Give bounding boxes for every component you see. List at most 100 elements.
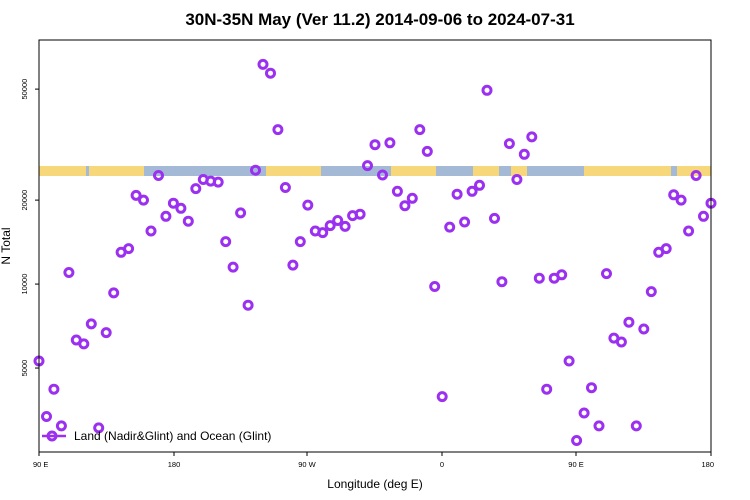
data-point (55, 420, 67, 432)
data-point (294, 236, 306, 248)
data-point (414, 124, 426, 136)
ocean-band (39, 166, 711, 176)
data-point (257, 58, 269, 70)
data-point (593, 420, 605, 432)
data-point (153, 170, 164, 181)
x-tick-label: 0 (440, 460, 444, 469)
data-point (108, 287, 120, 299)
data-point (138, 194, 149, 206)
data-point (272, 124, 284, 136)
data-point (250, 164, 261, 176)
data-point (399, 200, 411, 212)
data-point (85, 318, 97, 330)
data-point (377, 169, 388, 181)
x-tick-label: 90 W (298, 460, 316, 469)
data-point (474, 179, 485, 191)
data-point (541, 383, 553, 395)
data-point (369, 139, 381, 151)
data-point (235, 207, 247, 219)
data-point (123, 243, 135, 255)
x-axis: 90 E 180 90 W 0 90 E 180 (33, 452, 714, 469)
data-point (100, 327, 112, 339)
data-point (182, 215, 194, 227)
data-point (317, 227, 329, 239)
data-point (630, 420, 642, 432)
data-point (332, 215, 344, 226)
data-point (175, 202, 187, 214)
legend-label: Land (Nadir&Glint) and Ocean (Glint) (74, 429, 271, 443)
data-point (339, 220, 351, 232)
data-point (690, 170, 702, 181)
land-segment (511, 166, 527, 176)
y-axis: 5000 10000 20000 50000 (20, 79, 39, 377)
data-point (302, 199, 314, 211)
data-point (421, 145, 433, 157)
data-points (33, 58, 717, 446)
land-segment (391, 166, 436, 176)
data-point (481, 84, 493, 96)
data-point (362, 160, 373, 172)
land-segment (39, 166, 86, 176)
data-point (638, 323, 650, 335)
data-point (578, 407, 590, 419)
data-point (563, 355, 575, 367)
land-segment (584, 166, 671, 176)
y-tick-label: 50000 (20, 79, 29, 100)
data-point (526, 131, 538, 143)
data-point (556, 269, 568, 281)
data-point (436, 391, 448, 403)
data-point (354, 208, 366, 220)
data-point (63, 267, 75, 278)
data-point (406, 192, 418, 204)
data-point (167, 197, 179, 209)
data-point (93, 422, 105, 434)
data-point (41, 411, 52, 422)
data-point (48, 383, 60, 395)
data-point (533, 272, 545, 284)
y-tick-label: 5000 (20, 360, 29, 377)
data-point (586, 382, 597, 394)
data-point (571, 435, 583, 446)
data-point (130, 189, 142, 201)
x-axis-label: Longitude (deg E) (327, 477, 422, 491)
x-tick-label: 90 E (33, 460, 48, 469)
data-point (459, 216, 471, 228)
data-point (145, 225, 157, 237)
y-axis-label: N Total (0, 227, 13, 264)
data-point (287, 259, 299, 271)
data-point (227, 261, 239, 273)
data-point (220, 236, 232, 248)
x-tick-label: 180 (168, 460, 181, 469)
land-segment (473, 166, 499, 176)
data-point (324, 220, 336, 232)
y-tick-label: 20000 (20, 190, 29, 211)
chart-title: 30N-35N May (Ver 11.2) 2014-09-06 to 202… (185, 10, 574, 29)
data-point (601, 268, 612, 280)
data-point (160, 210, 172, 222)
data-point (384, 137, 396, 149)
data-point (212, 176, 224, 188)
data-point (466, 185, 478, 197)
x-tick-label: 90 E (568, 460, 583, 469)
data-point (444, 221, 456, 233)
legend: Land (Nadir&Glint) and Ocean (Glint) (42, 429, 271, 443)
data-point (265, 67, 276, 79)
data-point (623, 316, 635, 328)
data-point (683, 225, 695, 237)
land-ocean-band (39, 166, 711, 176)
data-point (518, 148, 530, 160)
data-point (496, 276, 508, 288)
data-point (645, 286, 657, 298)
data-point (429, 281, 441, 292)
data-point (503, 138, 515, 150)
data-point (660, 243, 672, 255)
land-segment (89, 166, 144, 176)
legend-marker (46, 430, 58, 442)
plot-frame (38, 39, 712, 453)
data-point (242, 299, 254, 311)
land-segment (266, 166, 321, 176)
data-point (78, 338, 90, 350)
x-tick-label: 180 (701, 460, 714, 469)
data-point (675, 194, 687, 206)
